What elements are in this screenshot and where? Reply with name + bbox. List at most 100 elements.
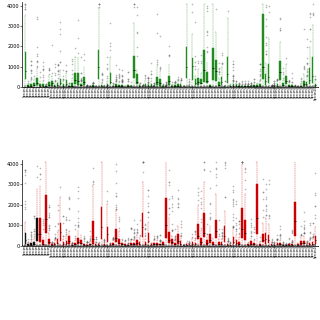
PathPatch shape [303,81,305,86]
PathPatch shape [92,221,93,244]
PathPatch shape [238,86,240,87]
PathPatch shape [253,243,255,245]
PathPatch shape [174,243,176,245]
PathPatch shape [262,234,264,243]
PathPatch shape [212,242,214,244]
PathPatch shape [77,238,79,244]
PathPatch shape [92,85,93,87]
PathPatch shape [57,239,58,244]
PathPatch shape [285,76,287,84]
PathPatch shape [309,68,310,84]
PathPatch shape [104,244,105,245]
PathPatch shape [60,79,61,85]
PathPatch shape [227,244,228,245]
PathPatch shape [203,50,205,82]
PathPatch shape [136,240,138,244]
PathPatch shape [241,86,243,87]
PathPatch shape [186,244,187,245]
PathPatch shape [236,240,237,244]
PathPatch shape [36,218,38,241]
PathPatch shape [63,84,64,87]
PathPatch shape [116,229,117,242]
PathPatch shape [60,223,61,241]
PathPatch shape [177,234,179,244]
PathPatch shape [250,241,252,245]
PathPatch shape [133,56,135,78]
PathPatch shape [116,84,117,86]
PathPatch shape [192,242,193,245]
PathPatch shape [51,244,52,245]
PathPatch shape [174,85,176,87]
PathPatch shape [259,244,260,245]
PathPatch shape [30,84,32,86]
PathPatch shape [197,78,199,85]
PathPatch shape [33,83,35,86]
PathPatch shape [28,244,29,245]
PathPatch shape [33,242,35,245]
PathPatch shape [312,242,313,245]
PathPatch shape [107,84,108,87]
PathPatch shape [291,85,293,87]
PathPatch shape [95,244,96,245]
PathPatch shape [148,85,149,87]
PathPatch shape [71,244,73,245]
PathPatch shape [180,241,181,245]
PathPatch shape [101,207,102,239]
PathPatch shape [121,243,123,245]
PathPatch shape [189,244,190,245]
PathPatch shape [121,85,123,87]
PathPatch shape [118,85,120,87]
PathPatch shape [150,244,152,245]
PathPatch shape [109,244,111,245]
PathPatch shape [66,241,67,245]
PathPatch shape [159,244,161,245]
PathPatch shape [180,84,181,86]
PathPatch shape [98,244,100,245]
PathPatch shape [306,244,308,245]
PathPatch shape [221,243,222,245]
PathPatch shape [279,61,281,80]
PathPatch shape [212,48,214,80]
PathPatch shape [139,85,140,87]
PathPatch shape [127,85,129,87]
PathPatch shape [109,74,111,84]
PathPatch shape [233,237,234,244]
PathPatch shape [150,84,152,86]
PathPatch shape [112,243,114,245]
PathPatch shape [236,84,237,87]
PathPatch shape [209,85,211,87]
PathPatch shape [148,233,149,243]
PathPatch shape [136,74,138,84]
PathPatch shape [71,83,73,86]
PathPatch shape [224,226,225,242]
PathPatch shape [54,84,55,86]
PathPatch shape [265,233,267,244]
PathPatch shape [206,72,208,84]
PathPatch shape [221,77,222,85]
PathPatch shape [253,85,255,87]
PathPatch shape [244,86,246,87]
PathPatch shape [230,244,231,245]
PathPatch shape [291,244,293,245]
PathPatch shape [86,244,88,245]
PathPatch shape [168,76,170,84]
PathPatch shape [156,243,158,245]
PathPatch shape [25,52,26,78]
PathPatch shape [165,197,167,238]
PathPatch shape [142,213,143,237]
PathPatch shape [68,86,70,87]
PathPatch shape [233,84,234,87]
PathPatch shape [215,220,217,238]
PathPatch shape [130,86,132,87]
PathPatch shape [283,83,284,86]
PathPatch shape [197,224,199,239]
PathPatch shape [247,244,249,245]
PathPatch shape [63,243,64,245]
PathPatch shape [315,84,316,86]
PathPatch shape [230,86,231,87]
PathPatch shape [186,47,187,78]
PathPatch shape [171,86,173,87]
PathPatch shape [80,240,82,244]
PathPatch shape [156,77,158,85]
PathPatch shape [268,64,269,83]
